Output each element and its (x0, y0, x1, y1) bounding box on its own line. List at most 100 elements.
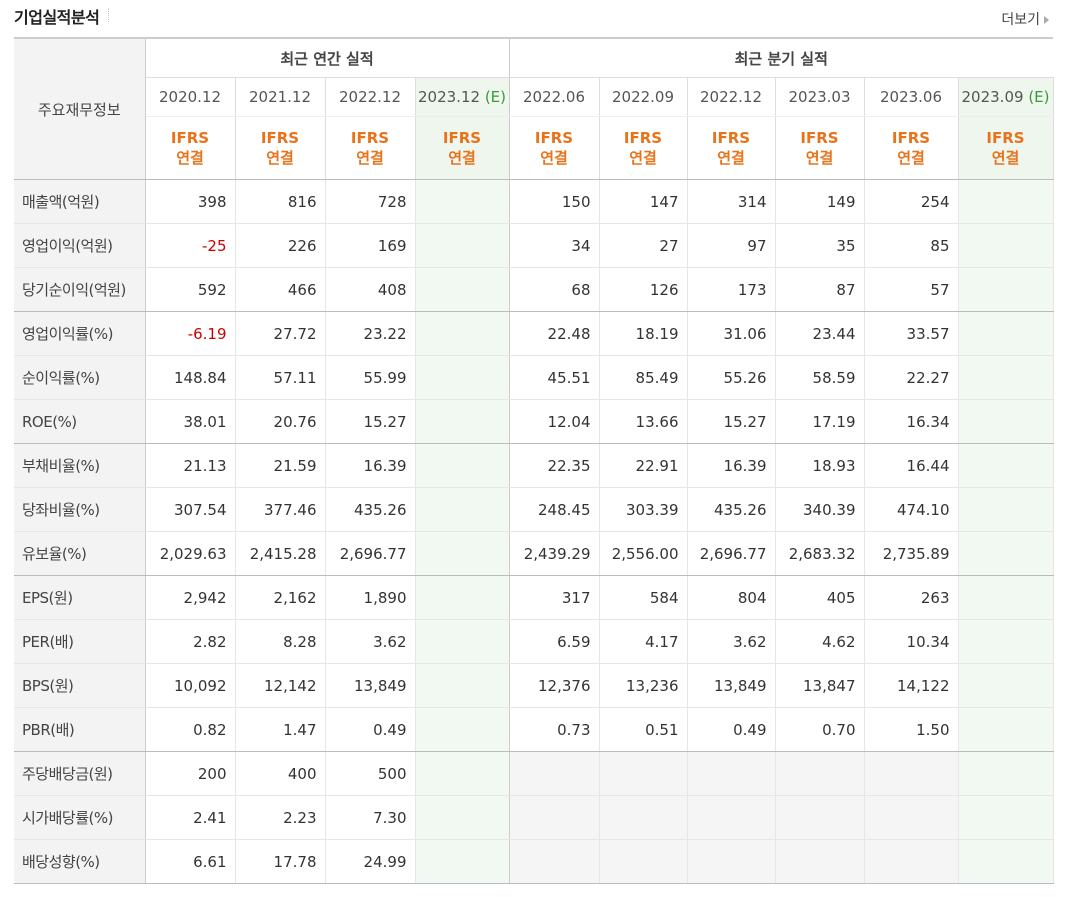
table-cell (687, 751, 776, 796)
table-cell (415, 707, 510, 752)
table-row: 배당성향(%) 6.61 17.78 24.99 (14, 839, 1054, 884)
table-cell (415, 487, 510, 532)
table-cell: 317 (509, 575, 600, 620)
more-link[interactable]: 더보기 (1001, 9, 1049, 29)
period-label: 2023.12 (418, 88, 481, 106)
table-cell: 87 (775, 267, 865, 312)
table-cell: 97 (687, 223, 776, 268)
table-cell: 20.76 (235, 399, 326, 444)
table-cell: 13,849 (325, 663, 416, 708)
table-cell: 3.62 (325, 619, 416, 664)
table-cell: 55.26 (687, 355, 776, 400)
table-cell: 466 (235, 267, 326, 312)
period-header: 2021.12 (235, 77, 326, 117)
row-label: 당기순이익(억원) (14, 267, 146, 312)
period-label: 2023.09 (961, 88, 1024, 106)
ifrs-label: IFRS (986, 129, 1025, 147)
table-cell: 435.26 (687, 487, 776, 532)
table-cell: 1,890 (325, 575, 416, 620)
period-header: 2020.12 (145, 77, 236, 117)
table-row: BPS(원) 10,092 12,142 13,849 12,376 13,236 13,8… (14, 663, 1054, 708)
table-cell: 263 (864, 575, 959, 620)
table-cell: 500 (325, 751, 416, 796)
table-cell: 398 (145, 179, 236, 224)
table-cell: 147 (599, 179, 688, 224)
table-cell (415, 575, 510, 620)
table-cell: 27.72 (235, 311, 326, 356)
table-cell: 12,376 (509, 663, 600, 708)
ifrs-badge: IFRS 연결 (775, 116, 865, 180)
table-cell: 3.62 (687, 619, 776, 664)
table-cell (864, 751, 959, 796)
table-cell (958, 355, 1054, 400)
period-label: 2022.12 (699, 88, 763, 106)
period-label: 2020.12 (158, 88, 222, 106)
table-cell (958, 267, 1054, 312)
table-cell: 8.28 (235, 619, 326, 664)
period-label: 2022.12 (338, 88, 402, 106)
table-cell: 2,556.00 (599, 531, 688, 576)
row-label: 배당성향(%) (14, 839, 146, 884)
table-cell: 2,735.89 (864, 531, 959, 576)
table-cell: 14,122 (864, 663, 959, 708)
period-header: 2022.12 (325, 77, 416, 117)
table-cell: 16.39 (325, 443, 416, 488)
consolidated-label: 연결 (629, 149, 657, 167)
table-cell: 173 (687, 267, 776, 312)
table-cell: 85 (864, 223, 959, 268)
table-cell (958, 575, 1054, 620)
consolidated-label: 연결 (540, 149, 568, 167)
table-cell: 33.57 (864, 311, 959, 356)
table-cell (958, 707, 1054, 752)
table-cell (958, 311, 1054, 356)
table-row: EPS(원) 2,942 2,162 1,890 317 584 804 405 263 (14, 575, 1054, 620)
table-cell: 15.27 (325, 399, 416, 444)
table-cell: 408 (325, 267, 416, 312)
table-cell (415, 267, 510, 312)
table-cell: 23.22 (325, 311, 416, 356)
row-label: 매출액(억원) (14, 179, 146, 224)
quarter-group-header: 최근 분기 실적 (509, 37, 1053, 78)
table-cell: 27 (599, 223, 688, 268)
section-title: 기업실적분석 (14, 8, 100, 27)
table-cell: 303.39 (599, 487, 688, 532)
table-cell: 435.26 (325, 487, 416, 532)
table-cell: 16.44 (864, 443, 959, 488)
table-cell: 13,847 (775, 663, 865, 708)
table-row: 유보율(%) 2,029.63 2,415.28 2,696.77 2,439.29 2,… (14, 531, 1054, 576)
table-cell: -25 (145, 223, 236, 268)
table-cell: 254 (864, 179, 959, 224)
table-cell: 35 (775, 223, 865, 268)
table-cell: 21.13 (145, 443, 236, 488)
table-cell: 45.51 (509, 355, 600, 400)
table-cell (599, 751, 688, 796)
table-cell: 12.04 (509, 399, 600, 444)
table-cell (958, 839, 1054, 884)
row-label: PBR(배) (14, 707, 146, 752)
table-cell: 2.23 (235, 795, 326, 840)
ifrs-label: IFRS (442, 129, 482, 147)
table-cell: 226 (235, 223, 326, 268)
table-cell (415, 531, 510, 576)
table-cell (775, 795, 865, 840)
table-cell: 13,849 (687, 663, 776, 708)
period-header: 2023.06 (864, 77, 959, 117)
table-cell: 22.27 (864, 355, 959, 400)
table-cell: 23.44 (775, 311, 865, 356)
ifrs-badge: IFRS 연결 (864, 116, 959, 180)
table-cell: 18.93 (775, 443, 865, 488)
table-row: 부채비율(%) 21.13 21.59 16.39 22.35 22.91 16.39 18.… (14, 443, 1054, 488)
table-cell (958, 399, 1054, 444)
ifrs-label: IFRS (800, 129, 839, 147)
ifrs-badge: IFRS 연결 (235, 116, 326, 180)
table-cell (415, 223, 510, 268)
table-row: 당좌비율(%) 307.54 377.46 435.26 248.45 303.39 435… (14, 487, 1054, 532)
table-cell: 22.91 (599, 443, 688, 488)
table-cell (415, 399, 510, 444)
table-cell: 248.45 (509, 487, 600, 532)
table-cell: 2,439.29 (509, 531, 600, 576)
table-cell: -6.19 (145, 311, 236, 356)
table-row: ROE(%) 38.01 20.76 15.27 12.04 13.66 15.27 17.1… (14, 399, 1054, 444)
consolidated-label: 연결 (266, 149, 294, 167)
